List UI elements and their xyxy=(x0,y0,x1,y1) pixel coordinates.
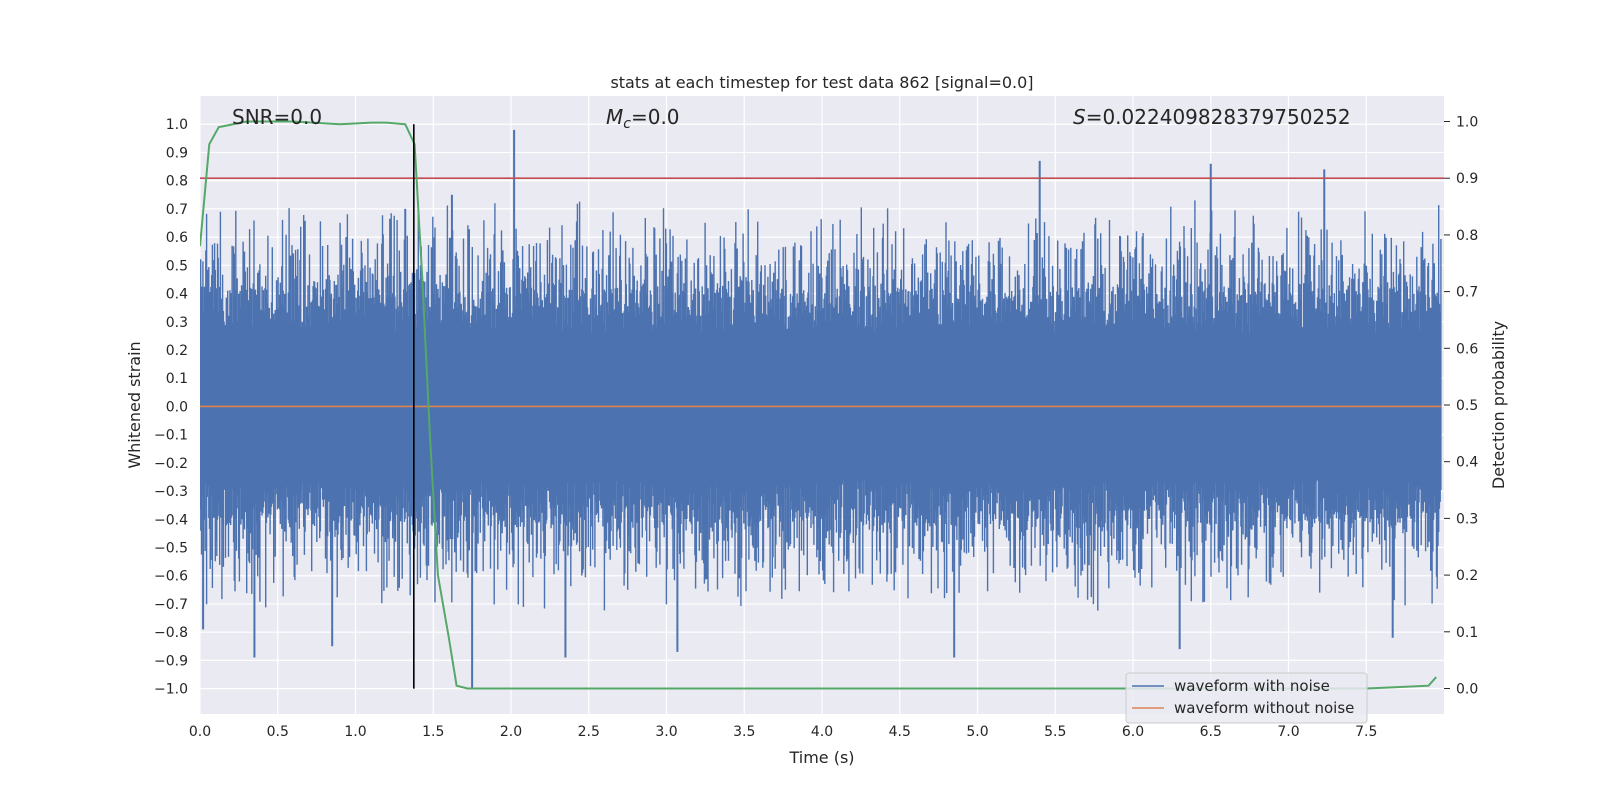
y-tick-label-left: 0.4 xyxy=(166,287,188,303)
y-tick-label-right: 0.7 xyxy=(1456,285,1478,301)
x-tick-label: 6.0 xyxy=(1122,724,1144,740)
snr-annotation: SNR=0.0 xyxy=(232,105,322,129)
y-tick-label-right: 1.0 xyxy=(1456,115,1478,131)
y-tick-label-left: 0.0 xyxy=(166,399,188,415)
x-tick-label: 1.5 xyxy=(422,724,444,740)
y-tick-label-left: 0.3 xyxy=(166,315,188,331)
y-tick-label-left: 0.8 xyxy=(166,174,188,190)
y-tick-label-left: 0.2 xyxy=(166,343,188,359)
score-value: =0.022409828379750252 xyxy=(1086,105,1351,129)
x-tick-label: 1.0 xyxy=(344,724,366,740)
y-tick-label-left: 0.6 xyxy=(166,230,188,246)
y-tick-label-left: −1.0 xyxy=(154,682,188,698)
x-tick-label: 4.5 xyxy=(889,724,911,740)
y-tick-label-right: 0.6 xyxy=(1456,341,1478,357)
x-tick-label: 0.5 xyxy=(267,724,289,740)
x-tick-label: 3.5 xyxy=(733,724,755,740)
x-axis-label: Time (s) xyxy=(788,748,854,767)
y-tick-label-left: −0.3 xyxy=(154,484,188,500)
y-tick-label-right: 0.0 xyxy=(1456,681,1478,697)
legend-label-noise: waveform with noise xyxy=(1174,677,1330,695)
x-tick-label: 6.5 xyxy=(1200,724,1222,740)
y-tick-label-left: −0.1 xyxy=(154,428,188,444)
y-tick-label-right: 0.5 xyxy=(1456,398,1478,414)
legend-label-clean: waveform without noise xyxy=(1174,699,1354,717)
chirp-mass-symbol: M xyxy=(606,105,623,129)
x-tick-label: 3.0 xyxy=(655,724,677,740)
y-tick-label-left: −0.7 xyxy=(154,597,188,613)
legend: waveform with noise waveform without noi… xyxy=(1125,672,1368,724)
y-tick-label-right: 0.1 xyxy=(1456,625,1478,641)
y-tick-label-left: −0.9 xyxy=(154,653,188,669)
plot-area xyxy=(200,120,1444,690)
chirp-mass-value: =0.0 xyxy=(631,105,680,129)
score-annotation: S=0.022409828379750252 xyxy=(1073,105,1351,129)
y-axis-label-right: Detection probability xyxy=(1489,321,1508,489)
y-tick-label-left: −0.5 xyxy=(154,541,188,557)
y-tick-label-left: −0.4 xyxy=(154,512,188,528)
detection-probability-line xyxy=(200,120,1437,690)
y-tick-label-left: 0.5 xyxy=(166,258,188,274)
x-tick-label: 4.0 xyxy=(811,724,833,740)
chirp-mass-subscript: c xyxy=(623,116,631,132)
y-tick-label-right: 0.2 xyxy=(1456,568,1478,584)
x-tick-label: 7.5 xyxy=(1355,724,1377,740)
x-tick-label: 2.5 xyxy=(578,724,600,740)
axes: 0.0 0.5 1.0 1.5 2.0 2.5 3.0 3.5 4.0 4.5 5.0 5.5 6.0 6… xyxy=(154,115,1478,740)
y-tick-label-left: −0.6 xyxy=(154,569,188,585)
legend-box xyxy=(1125,672,1368,724)
y-tick-label-left: 1.0 xyxy=(166,117,188,133)
x-tick-label: 2.0 xyxy=(500,724,522,740)
y-tick-label-left: 0.7 xyxy=(166,202,188,218)
x-tick-label: 0.0 xyxy=(189,724,211,740)
y-tick-label-left: 0.9 xyxy=(166,145,188,161)
y-tick-label-right: 0.9 xyxy=(1456,171,1478,187)
score-symbol: S xyxy=(1073,105,1086,129)
y-tick-label-left: 0.1 xyxy=(166,371,188,387)
chart-title: stats at each timestep for test data 862… xyxy=(610,73,1033,92)
y-tick-label-right: 0.4 xyxy=(1456,455,1478,471)
x-tick-label: 7.0 xyxy=(1277,724,1299,740)
x-tick-label: 5.5 xyxy=(1044,724,1066,740)
chirp-mass-annotation: Mc=0.0 xyxy=(606,105,680,132)
y-tick-label-left: −0.2 xyxy=(154,456,188,472)
y-tick-label-left: −0.8 xyxy=(154,625,188,641)
y-axis-label-left: Whitened strain xyxy=(125,341,144,468)
x-tick-label: 5.0 xyxy=(966,724,988,740)
y-tick-label-right: 0.3 xyxy=(1456,511,1478,527)
y-tick-label-right: 0.8 xyxy=(1456,228,1478,244)
